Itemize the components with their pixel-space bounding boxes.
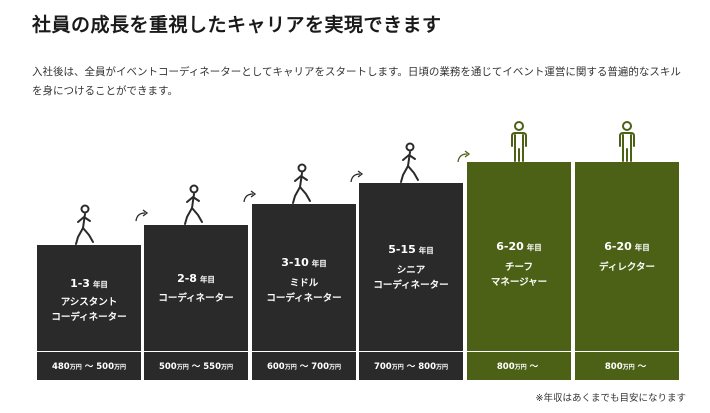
- step-salary: 800万円〜: [496, 362, 539, 372]
- divider: [144, 351, 248, 352]
- step-years: 3-10 年目: [281, 256, 327, 269]
- step-box: 3-10 年目 ミドル コーディネーター 600万円〜 700万円: [252, 204, 356, 380]
- divider: [252, 351, 356, 352]
- step-box: 5-15 年目 シニア コーディネーター 700万円〜 800万円: [359, 183, 463, 380]
- step-role: ミドル コーディネーター: [266, 278, 342, 304]
- step-years: 1-3 年目: [70, 277, 108, 290]
- step-salary: 600万円〜 700万円: [266, 362, 342, 372]
- career-step-4: 5-15 年目 シニア コーディネーター 700万円〜 800万円: [359, 183, 463, 380]
- career-step-1: 1-3 年目 アシスタント コーディネーター 480万円〜 500万円: [37, 245, 141, 380]
- step-salary: 700万円〜 800万円: [373, 362, 449, 372]
- curved-arrow-icon: [457, 150, 471, 163]
- divider: [467, 351, 571, 352]
- step-salary: 500万円〜 550万円: [158, 362, 234, 372]
- step-box: 2-8 年目 コーディネーター 500万円〜 550万円: [144, 225, 248, 380]
- step-role: コーディネーター: [158, 293, 234, 304]
- career-step-6: 6-20 年目 ディレクター 800万円〜: [575, 162, 679, 380]
- standing-person-icon: [511, 121, 527, 162]
- salary-note: ※年収はあくまでも目安になります: [535, 393, 686, 404]
- step-salary: 800万円〜: [604, 362, 647, 372]
- step-years: 6-20 年目: [496, 240, 542, 253]
- curved-arrow-icon: [243, 190, 257, 203]
- page-title: 社員の成長を重視したキャリアを実現できます: [32, 14, 442, 36]
- divider: [575, 351, 679, 352]
- step-salary: 480万円〜 500万円: [51, 362, 127, 372]
- walking-person-icon: [75, 204, 94, 245]
- step-role: チーフ マネージャー: [490, 262, 548, 288]
- step-box: 1-3 年目 アシスタント コーディネーター 480万円〜 500万円: [37, 245, 141, 380]
- step-box: 6-20 年目 ディレクター 800万円〜: [575, 162, 679, 380]
- step-box: 6-20 年目 チーフ マネージャー 800万円〜: [467, 162, 571, 380]
- step-role: シニア コーディネーター: [373, 265, 449, 291]
- curved-arrow-icon: [350, 170, 364, 183]
- walking-person-icon: [400, 142, 419, 183]
- curved-arrow-icon: [135, 209, 149, 222]
- step-role: ディレクター: [599, 262, 655, 273]
- career-step-2: 2-8 年目 コーディネーター 500万円〜 550万円: [144, 225, 248, 380]
- career-step-3: 3-10 年目 ミドル コーディネーター 600万円〜 700万円: [252, 204, 356, 380]
- standing-person-icon: [619, 121, 635, 162]
- walking-person-icon: [184, 184, 203, 225]
- step-years: 6-20 年目: [604, 240, 650, 253]
- step-years: 5-15 年目: [388, 243, 434, 256]
- step-role: アシスタント コーディネーター: [51, 297, 127, 323]
- career-step-5: 6-20 年目 チーフ マネージャー 800万円〜: [467, 162, 571, 380]
- divider: [359, 351, 463, 352]
- intro-text: 入社後は、全員がイベントコーディネーターとしてキャリアをスタートします。日頃の業…: [32, 66, 681, 97]
- divider: [37, 351, 141, 352]
- step-years: 2-8 年目: [177, 272, 215, 285]
- walking-person-icon: [292, 163, 311, 204]
